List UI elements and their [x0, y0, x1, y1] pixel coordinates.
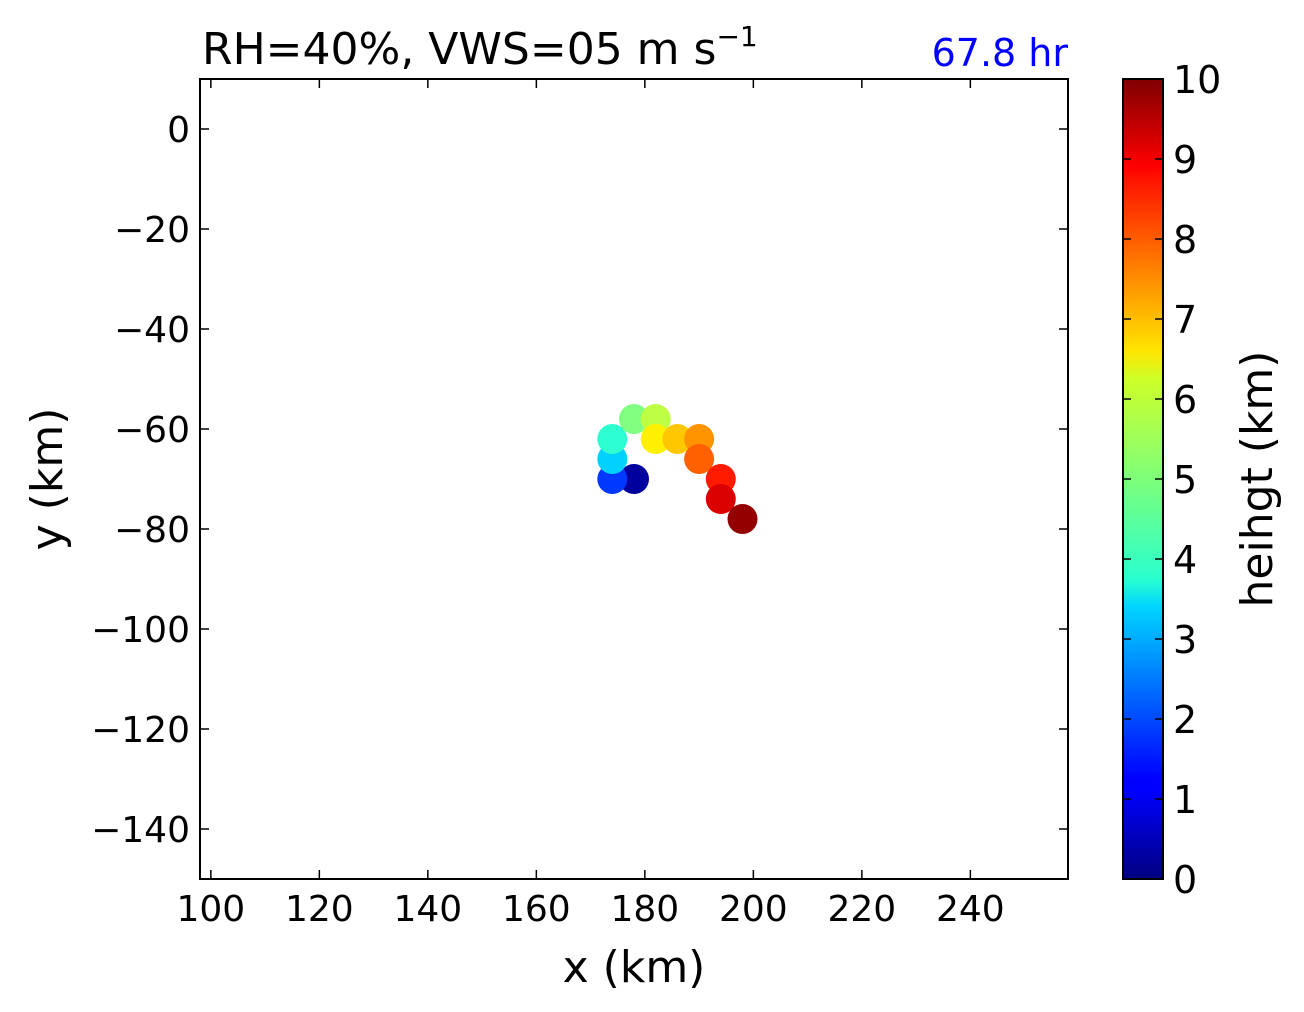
- y-tick-label: −20: [114, 210, 190, 251]
- y-tick-label: −40: [114, 310, 190, 351]
- time-annotation: 67.8 hr: [932, 31, 1069, 75]
- colorbar-tick-label: 3: [1173, 618, 1197, 662]
- x-tick-label: 220: [827, 889, 896, 930]
- colorbar-tick-label: 10: [1173, 58, 1221, 102]
- x-tick-label: 200: [719, 889, 788, 930]
- colorbar-tick-label: 0: [1173, 858, 1197, 902]
- y-tick-label: −80: [114, 510, 190, 551]
- data-point: [640, 424, 671, 454]
- colorbar-tick-label: 8: [1173, 218, 1197, 262]
- y-tick-label: −120: [91, 710, 190, 751]
- data-point: [662, 424, 693, 454]
- colorbar-tick-label: 2: [1173, 698, 1197, 742]
- colorbar-tick-label: 4: [1173, 538, 1197, 582]
- y-axis-label: y (km): [22, 408, 73, 551]
- x-axis-ticks: 100 120 140 160 180 200 220 240: [176, 79, 1005, 930]
- x-tick-label: 160: [502, 889, 571, 930]
- data-point: [619, 464, 649, 494]
- y-axis-ticks: 0 −20 −40 −60 −80 −100 −120 −140: [91, 110, 1068, 851]
- x-tick-label: 120: [285, 889, 354, 930]
- x-tick-label: 240: [936, 889, 1005, 930]
- y-tick-label: 0: [167, 110, 190, 151]
- data-point: [619, 404, 649, 434]
- colorbar-ticks: 0 1 2 3 4 5 6 7 8 9 10: [1123, 58, 1221, 902]
- data-point: [727, 504, 758, 534]
- colorbar-tick-label: 6: [1173, 378, 1197, 422]
- y-tick-label: −60: [114, 410, 190, 451]
- data-point: [684, 444, 715, 474]
- colorbar-tick-label: 7: [1173, 298, 1197, 342]
- chart-title: RH=40%, VWS=05 m s−1: [202, 20, 758, 75]
- data-points: [597, 404, 758, 534]
- y-tick-label: −100: [91, 610, 190, 651]
- x-tick-label: 140: [393, 889, 462, 930]
- colorbar-tick-label: 1: [1173, 778, 1197, 822]
- colorbar-label: heihgt (km): [1232, 351, 1283, 608]
- colorbar-tick-label: 5: [1173, 458, 1197, 502]
- colorbar-tick-label: 9: [1173, 138, 1197, 182]
- x-axis-label: x (km): [563, 942, 706, 993]
- y-tick-label: −140: [91, 810, 190, 851]
- data-point: [597, 424, 628, 454]
- x-tick-label: 100: [176, 889, 245, 930]
- data-point: [705, 484, 736, 514]
- x-tick-label: 180: [610, 889, 679, 930]
